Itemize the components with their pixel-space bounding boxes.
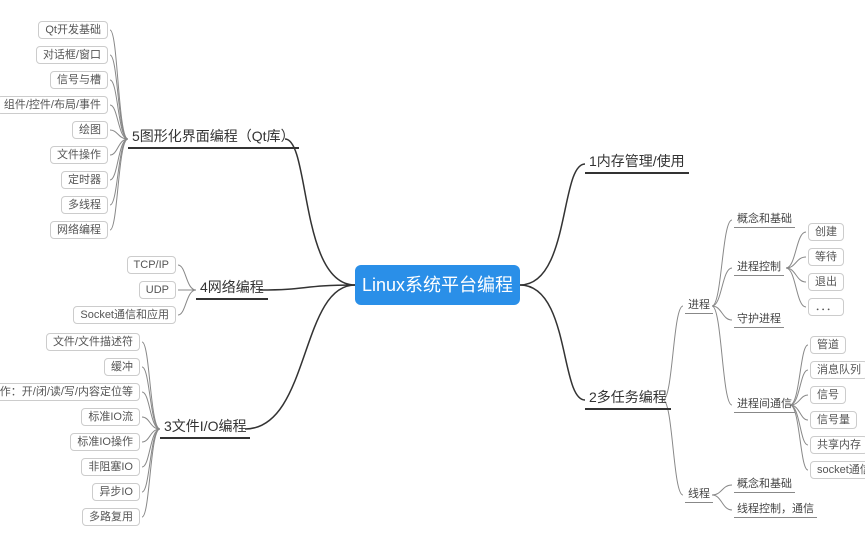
ipc-leaf[interactable]: 信号量 [810,411,857,429]
b5-leaf[interactable]: 网络编程 [50,221,108,239]
b3-leaf[interactable]: 缓冲 [104,358,140,376]
proc-ipc[interactable]: 进程间通信 [734,397,795,413]
proc-ctrl-leaf[interactable]: 退出 [808,273,844,291]
b5-leaf[interactable]: 组件/控件/布局/事件 [0,96,108,114]
branch-2-multitask[interactable]: 2多任务编程 [585,388,671,410]
b3-leaf[interactable]: 文件/文件描述符 [46,333,140,351]
ipc-leaf[interactable]: socket通信 [810,461,865,479]
proc-daemon[interactable]: 守护进程 [734,312,784,328]
root-node[interactable]: Linux系统平台编程 [355,265,520,305]
b3-leaf[interactable]: 标准IO操作 [70,433,140,451]
b3-leaf[interactable]: 非阻塞IO [81,458,140,476]
branch-1-memory[interactable]: 1内存管理/使用 [585,152,689,174]
thread-leaf[interactable]: 概念和基础 [734,477,795,493]
b2-process[interactable]: 进程 [685,298,713,314]
b4-leaf[interactable]: TCP/IP [127,256,176,274]
ipc-leaf[interactable]: 共享内存 [810,436,865,454]
b5-leaf[interactable]: 绘图 [72,121,108,139]
b5-leaf[interactable]: 信号与槽 [50,71,108,89]
b5-leaf[interactable]: Qt开发基础 [38,21,108,39]
b3-leaf[interactable]: 标准IO流 [81,408,140,426]
branch-3-fileio[interactable]: 3文件I/O编程 [160,417,250,439]
b5-leaf[interactable]: 定时器 [61,171,108,189]
b5-leaf[interactable]: 多线程 [61,196,108,214]
b3-leaf[interactable]: 多路复用 [82,508,140,526]
ipc-leaf[interactable]: 信号 [810,386,846,404]
branch-4-network[interactable]: 4网络编程 [196,278,268,300]
proc-ctrl-leaf[interactable]: ．．． [808,298,844,316]
b2-thread[interactable]: 线程 [685,487,713,503]
b4-leaf[interactable]: UDP [139,281,176,299]
proc-control[interactable]: 进程控制 [734,260,784,276]
b3-leaf[interactable]: 异步IO [92,483,140,501]
ipc-leaf[interactable]: 消息队列 [810,361,865,379]
b5-leaf[interactable]: 文件操作 [50,146,108,164]
thread-leaf[interactable]: 线程控制，通信 [734,502,817,518]
b5-leaf[interactable]: 对话框/窗口 [36,46,108,64]
b4-leaf[interactable]: Socket通信和应用 [73,306,176,324]
b3-leaf[interactable]: 流操作：开/闭/读/写/内容定位等 [0,383,140,401]
proc-concepts[interactable]: 概念和基础 [734,212,795,228]
proc-ctrl-leaf[interactable]: 创建 [808,223,844,241]
proc-ctrl-leaf[interactable]: 等待 [808,248,844,266]
branch-5-gui[interactable]: 5图形化界面编程（Qt库） [128,127,299,149]
ipc-leaf[interactable]: 管道 [810,336,846,354]
